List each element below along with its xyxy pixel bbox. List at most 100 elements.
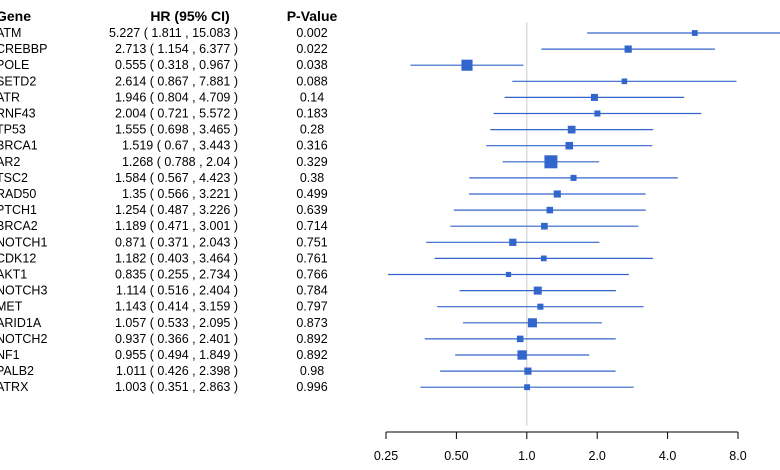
- p-value-label: 0.639: [296, 203, 327, 217]
- hr-point: [524, 367, 532, 375]
- p-value-label: 0.088: [296, 74, 327, 88]
- hr-ci-label: 1.114 ( 0.516 , 2.404 ): [116, 284, 238, 298]
- gene-label: TSC2: [0, 171, 28, 185]
- hr-point: [565, 141, 574, 150]
- gene-label: RAD50: [0, 187, 36, 201]
- hr-point: [594, 110, 601, 117]
- p-value-label: 0.183: [296, 107, 327, 121]
- hr-ci-label: 2.004 ( 0.721 , 5.572 ): [115, 107, 238, 121]
- p-value-label: 0.499: [296, 187, 327, 201]
- hr-ci-label: 2.713 ( 1.154 , 6.377 ): [115, 42, 238, 56]
- hr-ci-label: 1.189 ( 0.471 , 3.001 ): [115, 219, 238, 233]
- hr-ci-label: 1.003 ( 0.351 , 2.863 ): [115, 380, 238, 394]
- x-tick-label: 8.0: [729, 449, 746, 463]
- p-value-label: 0.022: [296, 42, 327, 56]
- hr-point: [524, 384, 531, 391]
- hr-ci-label: 0.555 ( 0.318 , 0.967 ): [115, 58, 238, 72]
- gene-label: MET: [0, 300, 23, 314]
- p-value-label: 0.996: [296, 380, 327, 394]
- hr-point: [570, 174, 577, 181]
- gene-label: NOTCH3: [0, 284, 47, 298]
- hr-ci-label: 1.254 ( 0.487 , 3.226 ): [115, 203, 238, 217]
- hr-point: [505, 271, 512, 278]
- hr-point: [509, 238, 517, 246]
- hr-ci-label: 1.946 ( 0.804 , 4.709 ): [115, 90, 238, 104]
- gene-label: ATM: [0, 26, 21, 40]
- p-value-label: 0.892: [296, 348, 327, 362]
- p-value-label: 0.28: [300, 123, 324, 137]
- gene-label: CDK12: [0, 251, 36, 265]
- p-value-label: 0.316: [296, 139, 327, 153]
- hr-ci-label: 5.227 ( 1.811 , 15.083 ): [109, 26, 238, 40]
- hr-ci-label: 0.835 ( 0.255 , 2.734 ): [115, 268, 238, 282]
- hr-ci-label: 1.519 ( 0.67 , 3.443 ): [122, 139, 238, 153]
- gene-label: SETD2: [0, 74, 36, 88]
- hr-point: [621, 78, 628, 85]
- x-tick-label: 0.50: [444, 449, 468, 463]
- p-value-label: 0.002: [296, 26, 327, 40]
- gene-label: NOTCH2: [0, 332, 47, 346]
- gene-column-header: Gene: [0, 8, 31, 24]
- p-value-label: 0.14: [300, 90, 324, 104]
- table-rows: ATM 5.227 ( 1.811 , 15.083 ) 0.002 CREBBP 2.…: [0, 26, 328, 394]
- hr-ci-label: 0.955 ( 0.494 , 1.849 ): [115, 348, 238, 362]
- hr-point: [553, 190, 561, 198]
- gene-label: PALB2: [0, 364, 34, 378]
- gene-label: TP53: [0, 123, 26, 137]
- gene-label: BRCA2: [0, 219, 38, 233]
- hr-point: [590, 93, 598, 101]
- hr-ci-label: 1.011 ( 0.426 , 2.398 ): [116, 364, 238, 378]
- hr-ci-label: 0.937 ( 0.366 , 2.401 ): [115, 332, 238, 346]
- gene-label: NOTCH1: [0, 235, 47, 249]
- x-tick-label: 1.0: [518, 449, 535, 463]
- p-value-label: 0.784: [296, 284, 327, 298]
- hr-ci-label: 1.35 ( 0.566 , 3.221 ): [122, 187, 238, 201]
- p-value-label: 0.761: [296, 251, 327, 265]
- gene-label: PTCH1: [0, 203, 37, 217]
- hr-column-header: HR (95% CI): [150, 8, 229, 24]
- gene-label: ATR: [0, 90, 20, 104]
- p-value-label: 0.38: [300, 171, 324, 185]
- hr-point: [540, 255, 547, 262]
- hr-point: [544, 155, 558, 169]
- hr-ci-label: 1.555 ( 0.698 , 3.465 ): [115, 123, 238, 137]
- p-value-label: 0.98: [300, 364, 324, 378]
- gene-label: AKT1: [0, 268, 27, 282]
- p-value-label: 0.873: [296, 316, 327, 330]
- hr-point: [517, 350, 527, 360]
- hr-point: [546, 206, 554, 214]
- table-header: Gene HR (95% CI) P-Value: [0, 8, 337, 24]
- p-value-label: 0.797: [296, 300, 327, 314]
- p-value-label: 0.714: [296, 219, 327, 233]
- x-tick-label: 0.25: [374, 449, 398, 463]
- p-value-label: 0.038: [296, 58, 327, 72]
- gene-label: ATRX: [0, 380, 29, 394]
- plot-area: [388, 22, 780, 426]
- hr-ci-label: 1.057 ( 0.533 , 2.095 ): [115, 316, 238, 330]
- x-tick-label: 4.0: [659, 449, 676, 463]
- hr-point: [516, 335, 524, 343]
- hr-ci-label: 1.182 ( 0.403 , 3.464 ): [115, 251, 238, 265]
- gene-label: RNF43: [0, 107, 36, 121]
- p-value-column-header: P-Value: [287, 8, 338, 24]
- gene-label: ARID1A: [0, 316, 42, 330]
- hr-point: [537, 303, 544, 310]
- hr-ci-label: 0.871 ( 0.371 , 2.043 ): [115, 235, 238, 249]
- hr-ci-label: 1.584 ( 0.567 , 4.423 ): [115, 171, 238, 185]
- p-value-label: 0.329: [296, 155, 327, 169]
- gene-label: BRCA1: [0, 139, 38, 153]
- hr-point: [541, 222, 548, 230]
- gene-label: CREBBP: [0, 42, 47, 56]
- hr-point: [461, 59, 473, 71]
- gene-label: NF1: [0, 348, 20, 362]
- hr-ci-label: 1.143 ( 0.414 , 3.159 ): [115, 300, 238, 314]
- gene-label: AR2: [0, 155, 20, 169]
- x-axis: 0.25 0.50 1.0 2.0 4.0 8.0: [374, 431, 747, 463]
- p-value-label: 0.892: [296, 332, 327, 346]
- hr-ci-label: 2.614 ( 0.867 , 7.881 ): [115, 74, 238, 88]
- hr-point: [624, 45, 632, 53]
- x-tick-label: 2.0: [589, 449, 606, 463]
- hr-point: [533, 286, 542, 295]
- hr-point: [567, 125, 576, 134]
